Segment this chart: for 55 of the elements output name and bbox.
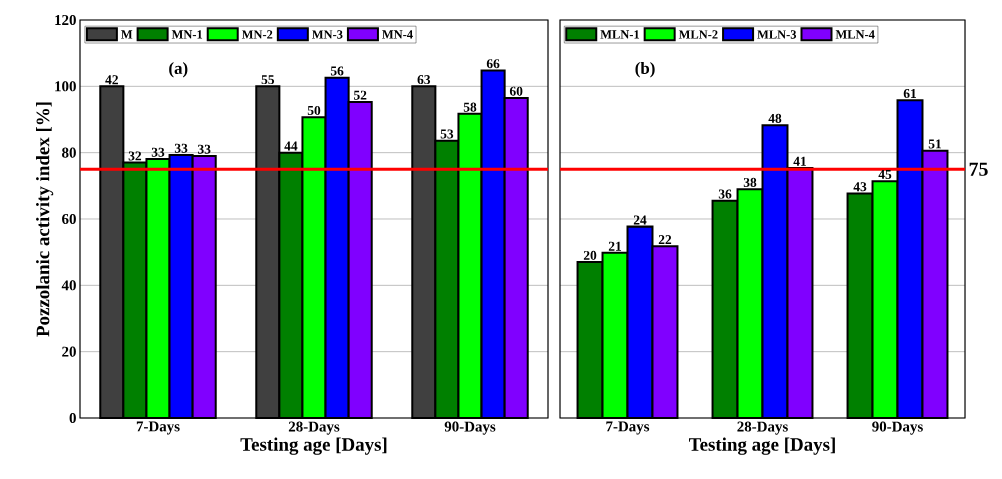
- annotation: 43: [853, 182, 867, 192]
- annotation: 20: [583, 250, 597, 260]
- annotation: 42: [105, 75, 118, 85]
- annotation: 63: [417, 75, 431, 85]
- annotation: 61: [903, 89, 917, 99]
- annotation: 51: [928, 139, 941, 149]
- y-tick-label: 0: [69, 412, 76, 424]
- annotation: 24: [633, 215, 647, 225]
- x-tick-label: 7-Days: [136, 421, 180, 435]
- x-tick-label: 28-Days: [737, 421, 788, 435]
- x-tick-label: 90-Days: [444, 421, 496, 435]
- y-tick-label: 20: [62, 346, 76, 357]
- annotation: 60: [509, 86, 523, 96]
- legend-label: M: [121, 30, 133, 39]
- legend-label: MLN-1: [600, 30, 640, 39]
- annotation: 41: [793, 156, 806, 166]
- legend-label: MLN-3: [757, 30, 797, 39]
- annotation: 48: [768, 113, 782, 123]
- annotation: 45: [878, 170, 892, 179]
- y-tick-label: 40: [61, 280, 76, 291]
- x-tick-label: 7-Days: [606, 421, 650, 435]
- annotation: 21: [608, 241, 622, 251]
- y-tick-label: 100: [55, 81, 76, 92]
- y-tick-label: 80: [62, 147, 76, 158]
- legend-label: MLN-2: [678, 30, 718, 39]
- annotation: 36: [718, 189, 732, 199]
- annotation: 53: [440, 129, 454, 139]
- legend-label: MN-2: [241, 30, 273, 39]
- annotation: 44: [284, 141, 298, 151]
- y-tick-label: 60: [62, 213, 76, 225]
- annotation: 33: [174, 143, 188, 153]
- annotation: 32: [128, 151, 142, 161]
- annotation: 22: [658, 235, 672, 244]
- legend-label: MN-4: [382, 30, 413, 39]
- annotation: (b): [635, 62, 655, 78]
- x-tick-label: 28-Days: [288, 421, 340, 435]
- y-tick-label: 120: [55, 14, 76, 26]
- annotation: 55: [261, 75, 275, 85]
- legend-label: MLN-4: [835, 30, 875, 39]
- annotation: 66: [486, 59, 500, 69]
- annotation: 56: [330, 66, 344, 76]
- y-axis-title: Pozzolanic activity index [%]: [36, 102, 54, 337]
- x-axis-title: Testing age [Days]: [240, 437, 387, 455]
- annotation: 52: [353, 90, 367, 100]
- annotation: 33: [151, 147, 165, 157]
- legend-label: MN-1: [171, 30, 203, 39]
- legend-label: MN-3: [312, 30, 343, 39]
- annotation: 50: [307, 105, 321, 115]
- x-tick-label: 90-Days: [872, 421, 923, 435]
- annotation: 33: [197, 144, 211, 154]
- annotation: (a): [169, 62, 188, 78]
- x-axis-title: Testing age [Days]: [689, 437, 835, 455]
- ref-line-label: 75: [969, 162, 988, 176]
- annotation: 38: [743, 177, 757, 187]
- annotation: 58: [463, 102, 477, 112]
